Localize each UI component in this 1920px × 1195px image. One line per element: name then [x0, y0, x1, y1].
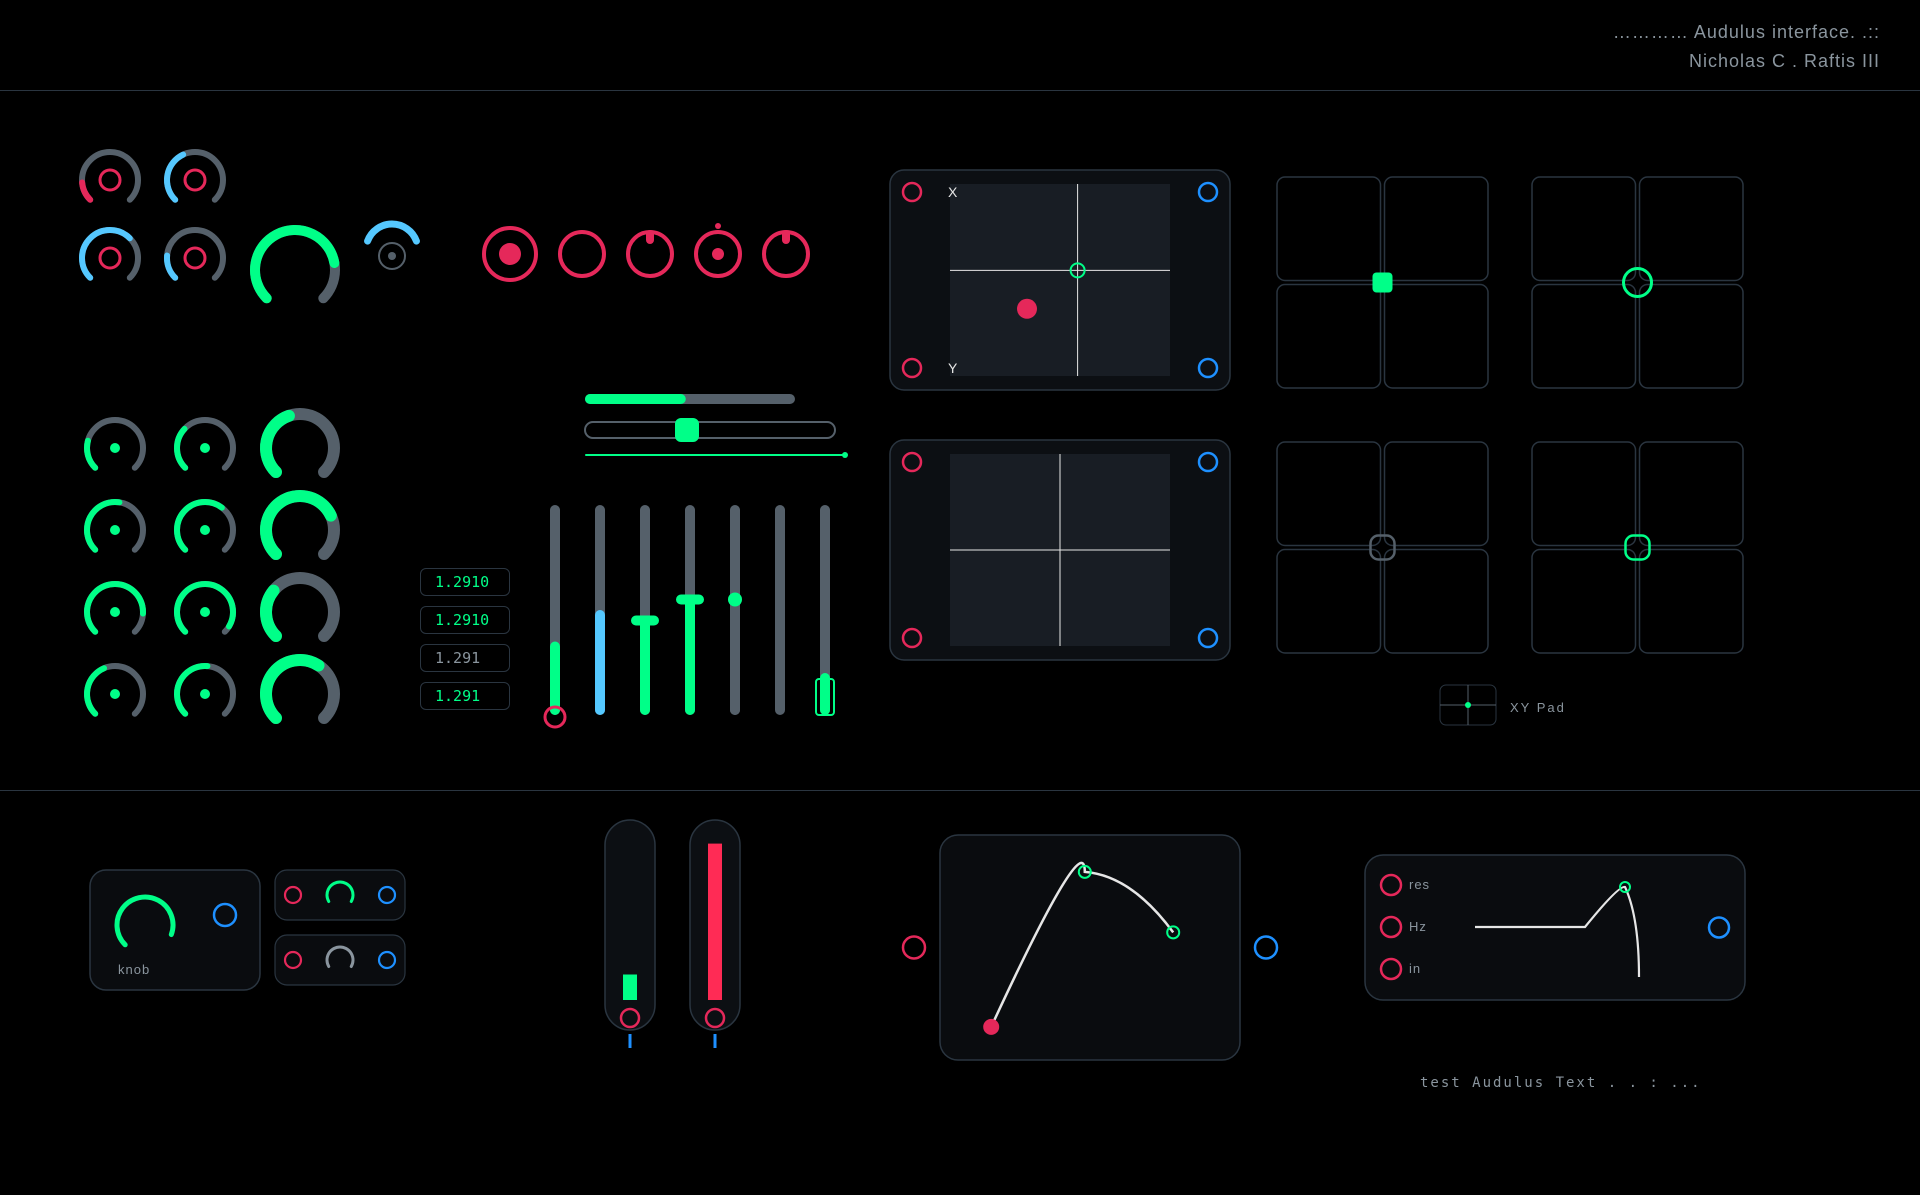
knob-green-9[interactable]: [87, 666, 143, 714]
footer-text: test Audulus Text . . : ...: [1420, 1075, 1702, 1091]
filter-label-in: in: [1409, 961, 1421, 976]
button-red-4[interactable]: [764, 230, 808, 276]
knob-green-8[interactable]: [266, 578, 334, 636]
meter-0[interactable]: [605, 820, 655, 1048]
grid-panel-1[interactable]: [1532, 177, 1743, 388]
knob-green-10[interactable]: [177, 666, 233, 714]
meter-1[interactable]: [690, 820, 740, 1048]
vslider-1[interactable]: [595, 505, 605, 715]
grid-panel-2[interactable]: [1277, 442, 1488, 653]
knob-green-7[interactable]: [177, 584, 233, 632]
knob-red-3[interactable]: [167, 230, 223, 278]
xy-mini-label: XY Pad: [1510, 700, 1566, 715]
knob-module-label: knob: [118, 962, 150, 977]
value-display-0: 1.2910: [420, 568, 510, 596]
knob-green-5[interactable]: [266, 496, 334, 554]
knob-green-11[interactable]: [266, 660, 334, 718]
knob-cyan-top[interactable]: [368, 224, 417, 269]
knob-big-green[interactable]: [255, 230, 335, 298]
value-display-1: 1.2910: [420, 606, 510, 634]
xy-pad-2[interactable]: [890, 440, 1230, 660]
curve-module[interactable]: [903, 835, 1277, 1060]
hslider-1[interactable]: [585, 418, 835, 442]
mini-module-0[interactable]: [275, 870, 405, 920]
xy1-y-label: Y: [948, 360, 957, 376]
knob-green-1[interactable]: [177, 420, 233, 468]
filter-label-Hz: Hz: [1409, 919, 1427, 934]
knob-green-0[interactable]: [87, 420, 143, 468]
grid-panel-3[interactable]: [1532, 442, 1743, 653]
knob-green-3[interactable]: [87, 502, 143, 550]
curve-out-port[interactable]: [1255, 937, 1277, 959]
xy1-x-label: X: [948, 184, 957, 200]
xy-pad-1[interactable]: [890, 170, 1230, 390]
knob-green-4[interactable]: [177, 502, 233, 550]
curve-in-port[interactable]: [903, 937, 925, 959]
knob-red-2[interactable]: [82, 230, 138, 278]
filter-label-res: res: [1409, 877, 1430, 892]
vslider-5[interactable]: [775, 505, 785, 715]
button-red-3[interactable]: [696, 223, 740, 276]
hslider-2[interactable]: [585, 452, 848, 458]
button-red-2[interactable]: [628, 230, 672, 276]
grid-panel-0[interactable]: [1277, 177, 1488, 388]
button-red-0[interactable]: [484, 228, 536, 280]
vslider-6[interactable]: [816, 505, 834, 715]
button-red-1[interactable]: [560, 232, 604, 276]
knob-red-0[interactable]: [82, 152, 138, 200]
knob-green-2[interactable]: [266, 414, 334, 472]
vslider-0[interactable]: [545, 505, 565, 727]
canvas: ………… Audulus interface. .:: Nicholas C .…: [0, 0, 1920, 1195]
mini-module-1[interactable]: [275, 935, 405, 985]
hslider-0[interactable]: [585, 394, 795, 404]
vslider-3[interactable]: [676, 505, 704, 715]
value-display-2: 1.291: [420, 644, 510, 672]
knob-red-1[interactable]: [167, 152, 223, 200]
vslider-4[interactable]: [728, 505, 742, 715]
stage-svg: [0, 0, 1920, 1195]
knob-green-6[interactable]: [87, 584, 143, 632]
xy-mini[interactable]: [1440, 685, 1496, 725]
value-displays: 1.2910 1.2910 1.291 1.291: [420, 568, 510, 710]
value-display-3: 1.291: [420, 682, 510, 710]
knob-module[interactable]: [90, 870, 260, 990]
vslider-2[interactable]: [631, 505, 659, 715]
